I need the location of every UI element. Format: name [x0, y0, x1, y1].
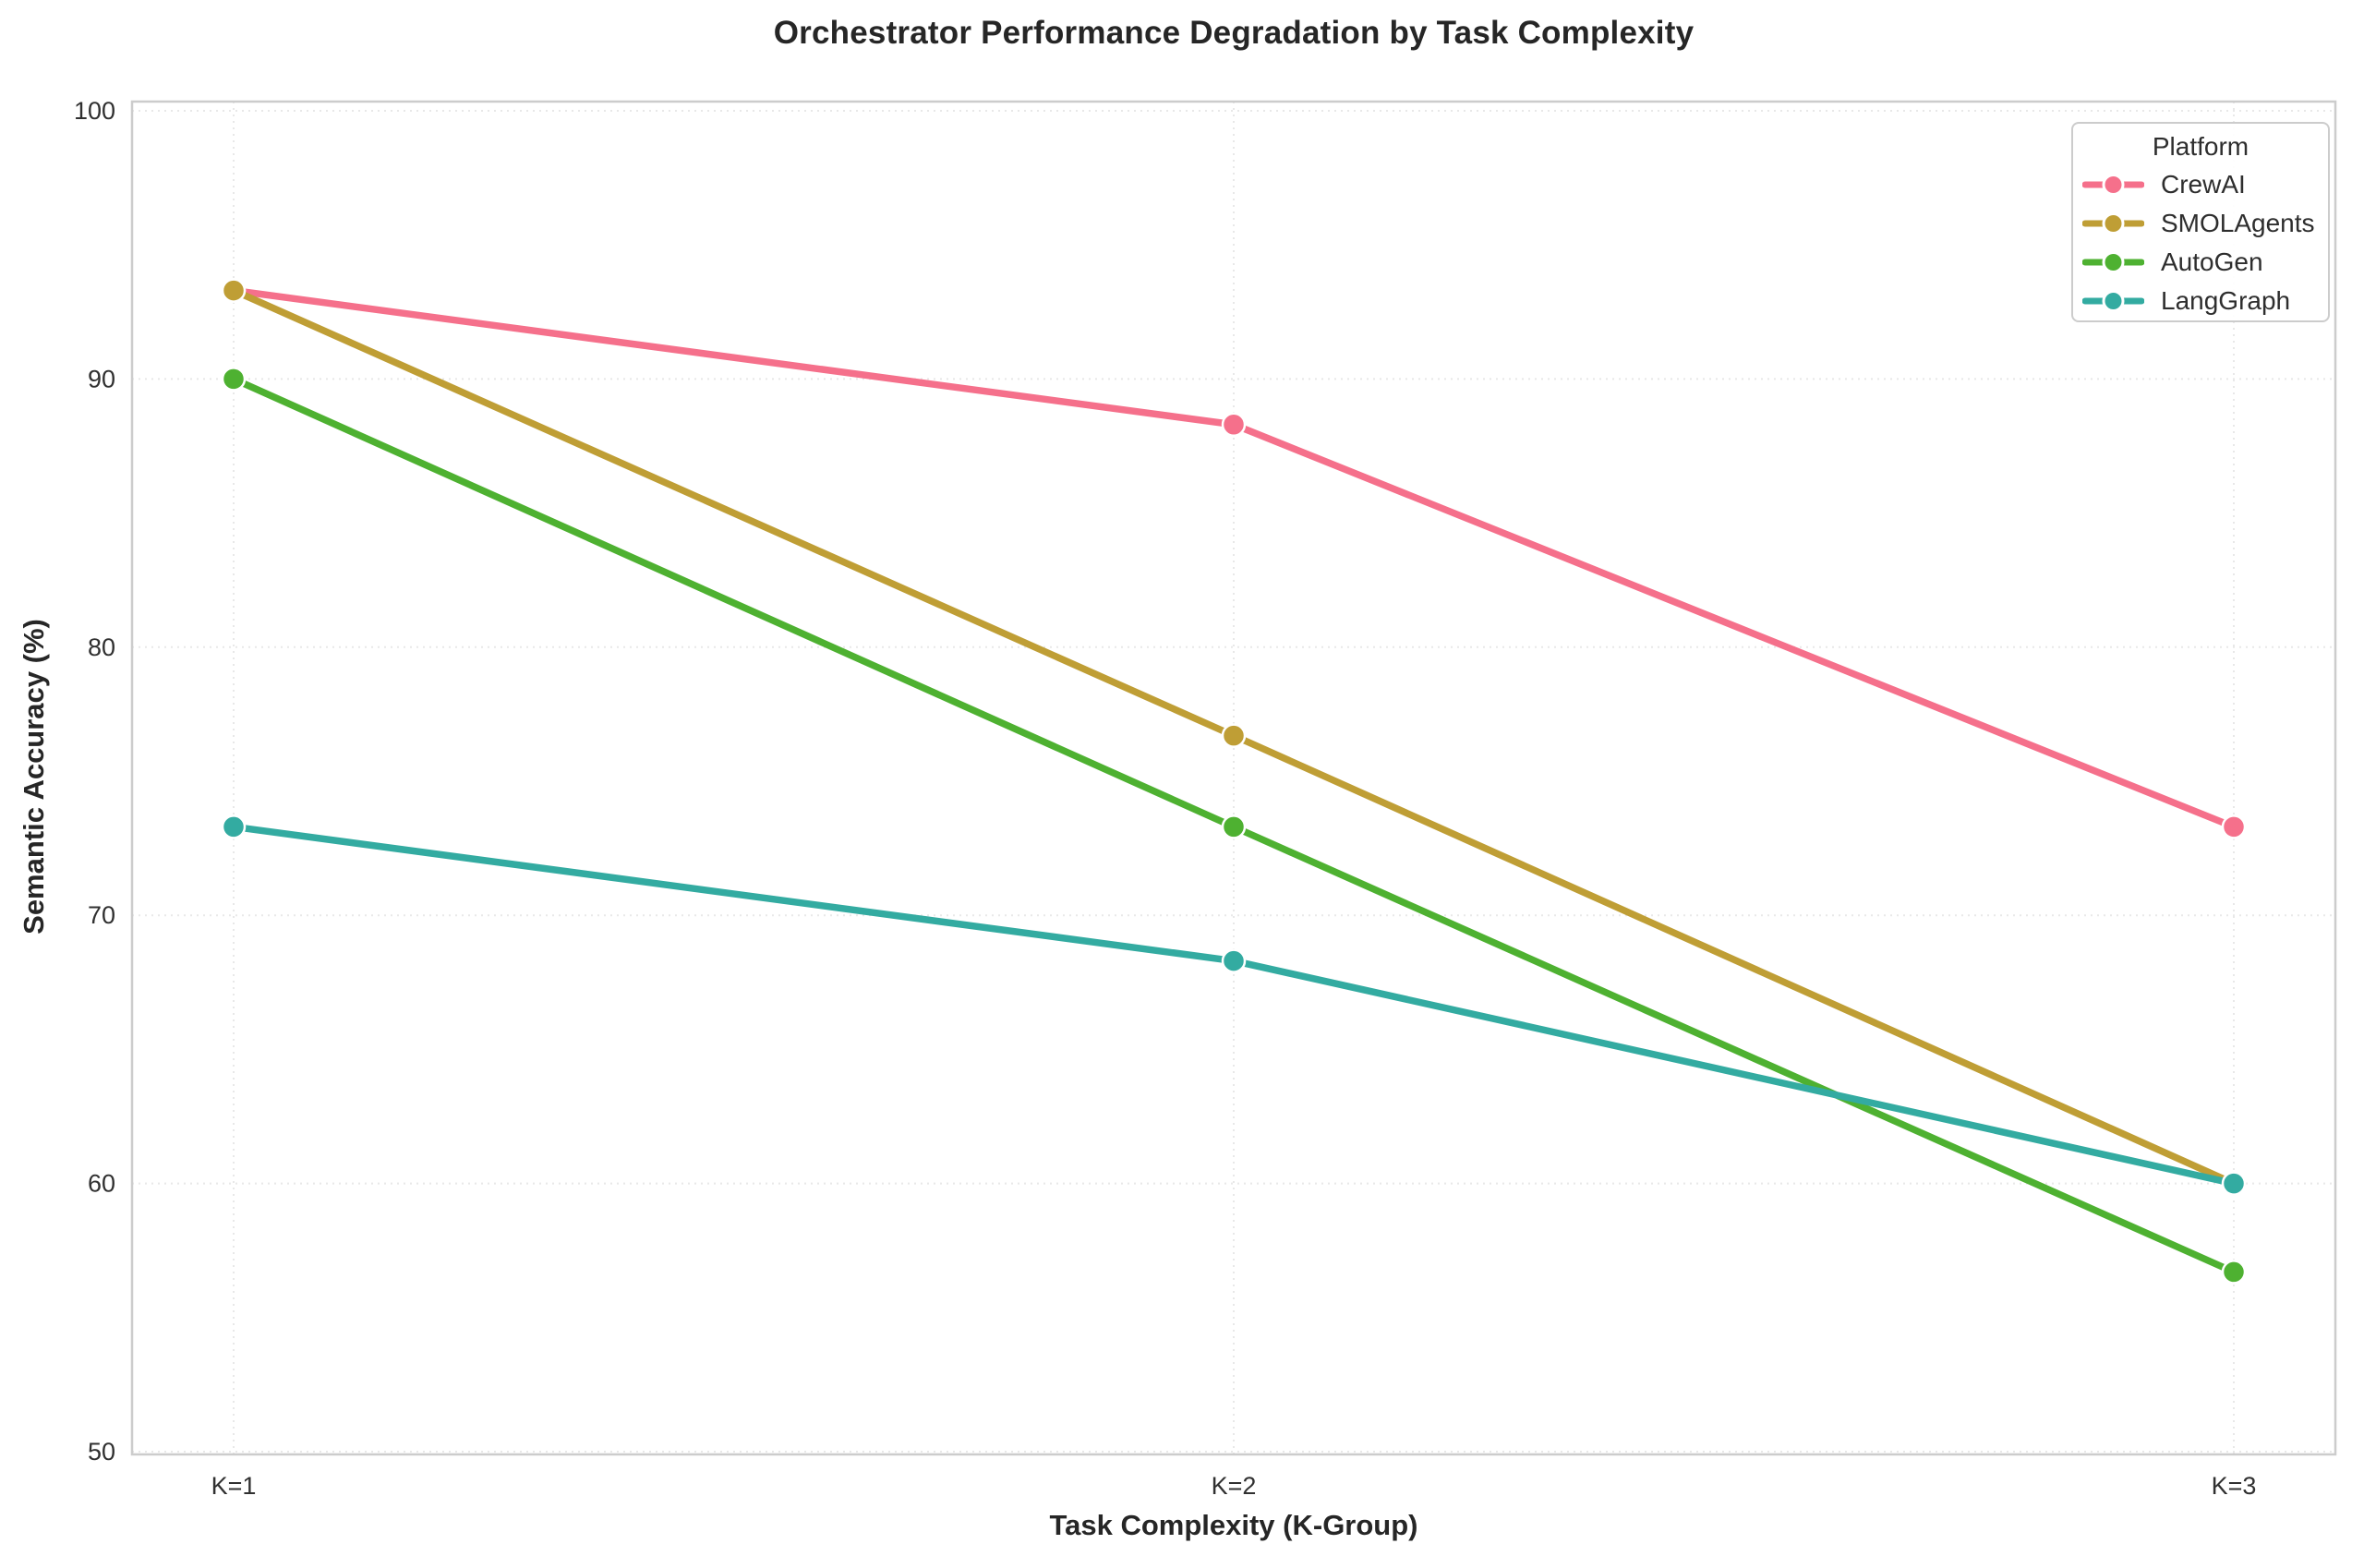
y-tick-label-60: 60	[88, 1170, 115, 1198]
legend-label-crewai: CrewAI	[2161, 170, 2246, 199]
legend-item-smolagents: SMOLAgents	[2073, 204, 2328, 243]
legend-label-autogen: AutoGen	[2161, 247, 2263, 276]
data-point-crewai-k-3	[2221, 814, 2247, 839]
chart-title: Orchestrator Performance Degradation by …	[773, 15, 1695, 51]
legend-label-smolagents: SMOLAgents	[2161, 209, 2315, 237]
data-point-autogen-k-1	[221, 367, 247, 392]
y-axis-label: Semantic Accuracy (%)	[18, 619, 50, 935]
legend: Platform CrewAI SMOLAgents AutoGen	[2071, 122, 2330, 322]
data-point-crewai-k-2	[1221, 412, 1247, 438]
y-tick-label-90: 90	[88, 365, 115, 392]
y-tick-label-80: 80	[88, 633, 115, 661]
y-tick-label-100: 100	[74, 97, 115, 125]
legend-item-langgraph: LangGraph	[2073, 282, 2328, 320]
legend-swatch-langgraph	[2082, 290, 2144, 312]
x-axis-label: Task Complexity (K-Group)	[1049, 1509, 1418, 1541]
data-point-smolagents-k-1	[221, 278, 247, 303]
data-point-smolagents-k-2	[1221, 723, 1247, 748]
legend-title: Platform	[2152, 132, 2249, 161]
data-point-langgraph-k-1	[221, 814, 247, 839]
x-tick-label-k-2: K=2	[1212, 1472, 1257, 1500]
legend-label-langgraph: LangGraph	[2161, 286, 2291, 315]
legend-swatch-smolagents	[2082, 212, 2144, 235]
data-point-langgraph-k-3	[2221, 1171, 2247, 1196]
legend-swatch-autogen	[2082, 251, 2144, 273]
x-tick-label-k-1: K=1	[211, 1472, 257, 1500]
y-tick-label-70: 70	[88, 901, 115, 929]
x-tick-label-k-3: K=3	[2212, 1472, 2257, 1500]
plot-border	[130, 100, 2337, 1456]
data-point-autogen-k-3	[2221, 1260, 2247, 1285]
legend-swatch-crewai	[2082, 174, 2144, 196]
legend-item-autogen: AutoGen	[2073, 243, 2328, 282]
data-point-langgraph-k-2	[1221, 948, 1247, 973]
data-point-autogen-k-2	[1221, 814, 1247, 839]
y-tick-label-50: 50	[88, 1438, 115, 1465]
legend-item-crewai: CrewAI	[2073, 165, 2328, 204]
